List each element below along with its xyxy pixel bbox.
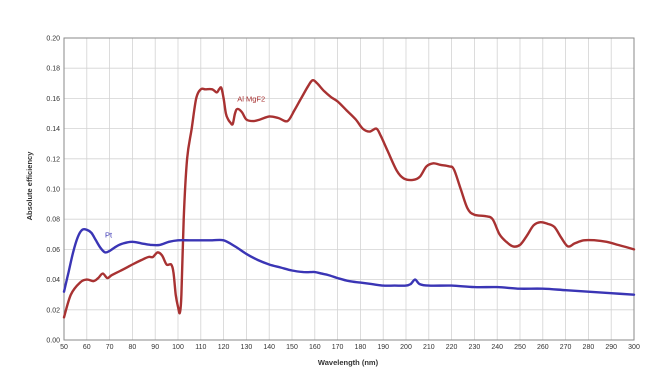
x-tick-label: 250 [514, 344, 526, 351]
x-tick-label: 100 [172, 344, 184, 351]
y-tick-label: 0.18 [46, 66, 60, 73]
x-axis-ticks: 50 60 70 80 90 100 110 120 130 140 150 160 170 180 190… [60, 344, 640, 351]
x-tick-label: 90 [151, 344, 159, 351]
x-tick-label: 280 [583, 344, 595, 351]
x-tick-label: 190 [377, 344, 389, 351]
x-tick-label: 240 [491, 344, 503, 351]
x-tick-label: 70 [106, 344, 114, 351]
x-tick-label: 60 [83, 344, 91, 351]
x-axis-title: Wavelength (nm) [318, 358, 379, 367]
y-tick-label: 0.06 [46, 247, 60, 254]
series-layer [62, 79, 636, 319]
series-label-al-mgf2: Al MgF2 [237, 94, 265, 103]
x-tick-label: 170 [332, 344, 344, 351]
y-tick-label: 0.12 [46, 156, 60, 163]
x-tick-label: 150 [286, 344, 298, 351]
x-tick-label: 270 [560, 344, 572, 351]
x-tick-label: 50 [60, 344, 68, 351]
series-line-al-mgf2 [62, 79, 636, 319]
y-tick-label: 0.08 [46, 217, 60, 224]
x-tick-label: 220 [446, 344, 458, 351]
series-label-pt: Pt [105, 230, 113, 239]
y-axis-title: Absolute efficiency [25, 151, 34, 221]
plot-frame [63, 37, 635, 341]
x-tick-label: 290 [605, 344, 617, 351]
x-tick-label: 210 [423, 344, 435, 351]
y-tick-label: 0.16 [46, 96, 60, 103]
x-tick-label: 260 [537, 344, 549, 351]
y-tick-label: 0.10 [46, 187, 60, 194]
y-tick-label: 0.20 [46, 36, 60, 43]
chart-grid [63, 37, 635, 341]
series-labels: Al MgF2 Pt [105, 94, 265, 239]
x-tick-label: 160 [309, 344, 321, 351]
x-tick-label: 110 [195, 344, 206, 351]
x-tick-label: 80 [129, 344, 137, 351]
y-tick-label: 0.02 [46, 307, 60, 314]
x-tick-label: 120 [218, 344, 230, 351]
y-tick-label: 0.04 [46, 277, 60, 284]
x-tick-label: 180 [355, 344, 367, 351]
x-tick-label: 300 [628, 344, 640, 351]
x-tick-label: 230 [469, 344, 481, 351]
x-tick-label: 140 [263, 344, 275, 351]
y-axis-ticks: 0.00 0.02 0.04 0.06 0.08 0.10 0.12 0.14 0.16 0.18… [46, 36, 60, 345]
y-tick-label: 0.00 [46, 338, 60, 345]
series-line-pt [62, 227, 636, 296]
y-tick-label: 0.14 [46, 126, 60, 133]
x-tick-label: 130 [241, 344, 253, 351]
x-tick-label: 200 [400, 344, 412, 351]
